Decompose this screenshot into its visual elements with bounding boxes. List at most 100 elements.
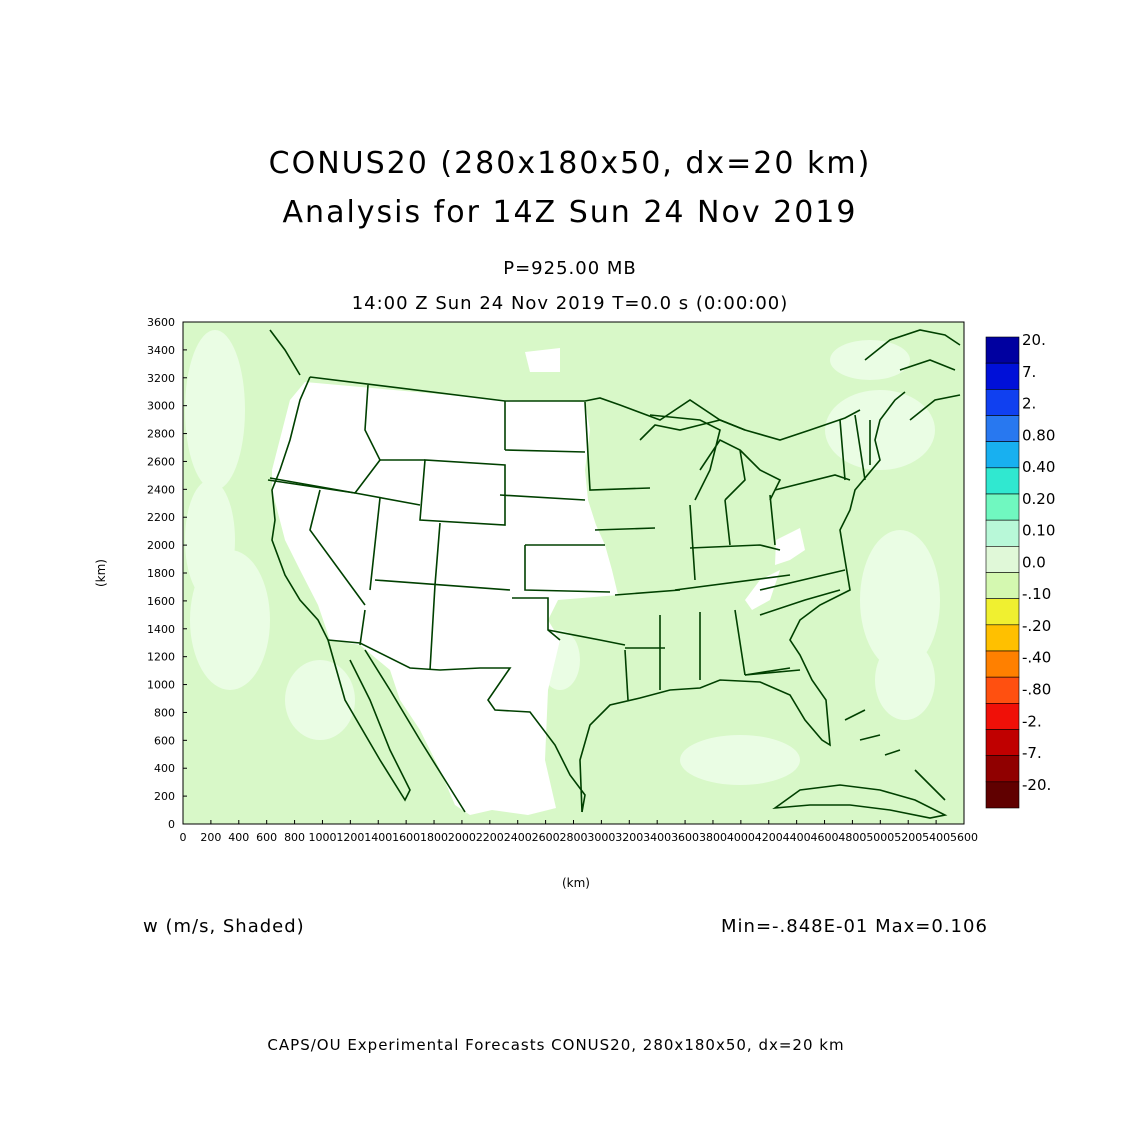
x-axis: 0 200 400 600 800 1000 1200 1400 1600 1800 2000 220… [180,820,978,844]
field-label: w (m/s, Shaded) [143,916,305,937]
gulf-coast [579,391,906,813]
x-tick-label: 3400 [643,831,671,844]
west-coast [271,376,329,641]
y-tick-label: 200 [154,790,175,803]
title-line-1: CONUS20 (280x180x50, dx=20 km) [268,146,872,181]
nc-sc [759,589,841,616]
x-tick-label: 3000 [587,831,615,844]
us-interior-white-area [272,382,618,815]
colorbar-label: 0.80 [1022,426,1055,444]
y-tick-label: 3600 [147,316,175,329]
y-tick-label: 400 [154,762,175,775]
x-tick-label: 4400 [783,831,811,844]
wy [419,459,506,526]
y-tick-label: 2800 [147,428,175,441]
min-max-label: Min=-.848E-01 Max=0.106 [721,916,988,937]
colorbar-segment [985,519,1020,547]
y-axis: 0 200 400 600 800 1000 1200 1400 1600 1800 2000 220… [147,316,187,831]
x-tick-label: 1200 [336,831,364,844]
mo-ar [614,589,681,596]
y-tick-label: 0 [168,818,175,831]
colorbar-label: -20. [1022,776,1051,794]
y-tick-label: 2200 [147,511,175,524]
x-tick-label: 2800 [560,831,588,844]
colorbar-label: 20. [1022,331,1046,349]
colorbar-segment [985,493,1020,521]
x-tick-label: 5000 [866,831,894,844]
mn-ia [584,401,651,491]
colorbar-label: 0.40 [1022,458,1055,476]
cuba [772,784,948,819]
great-lakes [649,414,782,501]
light-shading-patch [185,480,235,600]
y-tick-label: 3000 [147,400,175,413]
colorbar-segment [985,781,1020,809]
ky-oh [689,544,781,551]
ia-mo [594,527,656,531]
bahamas [844,709,946,801]
y-tick-label: 3400 [147,344,175,357]
x-tick-label: 4600 [811,831,839,844]
x-tick-label: 3800 [699,831,727,844]
colorbar-segment [985,546,1020,573]
id-mt [354,384,381,494]
y-tick-label: 1800 [147,567,175,580]
y-tick-label: 1400 [147,623,175,636]
x-tick-label: 5400 [922,831,950,844]
x-tick-label: 4200 [755,831,783,844]
az-nm [359,609,366,646]
michigan-n [639,419,746,441]
ms-al [659,609,791,690]
colorbar-segment [985,572,1020,599]
colorbar-label: 0.10 [1022,522,1055,540]
ca-baja [327,639,411,802]
mex-mainland [364,649,466,813]
colorbar-segment [985,650,1020,678]
y-tick-label: 1200 [147,651,175,664]
colorbar-segment [985,415,1020,442]
tn-ky [674,574,791,591]
colorbar: 20. 7. 2. 0.80 0.40 0.20 0.10 0.0 -.10 -.20 -.40 -.… [985,331,1055,809]
x-tick-label: 600 [256,831,277,844]
ok-tx [547,629,626,646]
colorbar-label: -7. [1022,744,1042,762]
x-tick-label: 1800 [420,831,448,844]
x-tick-label: 200 [200,831,221,844]
colorbar-segment [985,676,1020,704]
canada-east [864,329,961,421]
state-borders [267,329,961,819]
plot-area [183,322,964,824]
x-axis-unit: (km) [562,876,590,890]
mi-white-patch [525,348,560,372]
il-in-oh [689,494,776,581]
colorbar-segment [985,336,1020,364]
us-canada-border [309,376,861,441]
ks-ok [524,545,611,593]
colorbar-label: -.20 [1022,617,1051,635]
tx-la [624,649,629,701]
x-tick-label: 1600 [392,831,420,844]
x-tick-label: 0 [180,831,187,844]
colorbar-label: 0.20 [1022,490,1055,508]
x-tick-label: 2600 [532,831,560,844]
light-shading-patch [680,735,800,785]
colorbar-label: 0.0 [1022,553,1046,571]
x-tick-label: 3200 [615,831,643,844]
colorbar-label: 2. [1022,395,1036,413]
ut-az [374,579,511,591]
light-shading-patch [825,390,935,470]
ga-fl [744,669,801,676]
nd-sd [504,449,586,453]
colorbar-segment [985,703,1020,730]
colorbar-segment [985,467,1020,495]
light-shading-patch [860,530,940,670]
colorbar-label: -.40 [1022,649,1051,667]
va-nc [759,569,846,591]
x-tick-label: 1400 [364,831,392,844]
x-tick-label: 800 [284,831,305,844]
colorbar-label: 7. [1022,363,1036,381]
y-tick-label: 600 [154,734,175,747]
ca-nv [309,489,366,606]
colorbar-segment [985,362,1020,390]
